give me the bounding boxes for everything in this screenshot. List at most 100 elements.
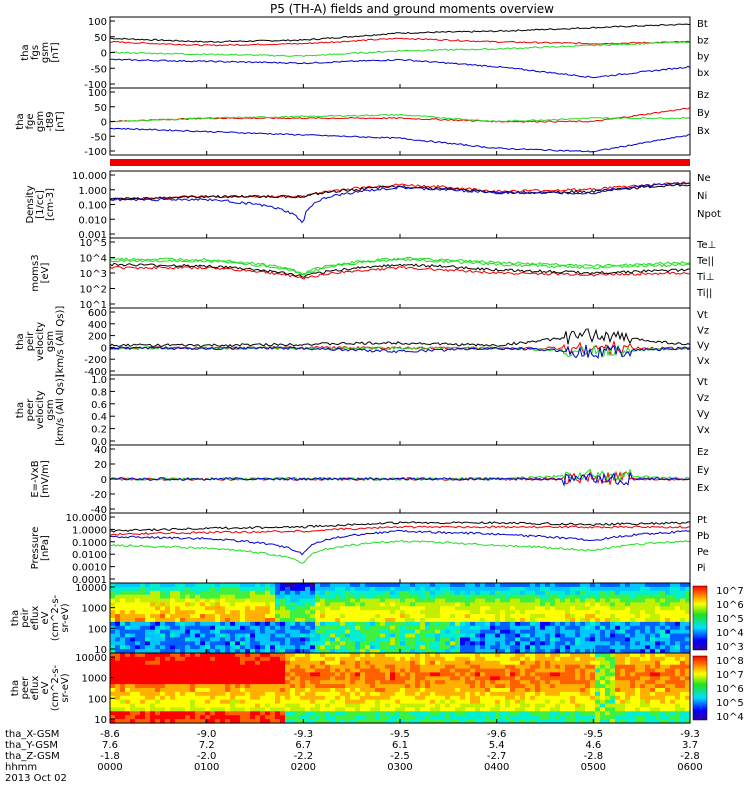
heatmap-cell xyxy=(660,586,666,592)
heatmap-cell xyxy=(480,625,486,631)
heatmap-cell xyxy=(475,618,481,623)
heatmap-cell xyxy=(460,594,466,600)
heatmap-cell xyxy=(410,695,416,701)
heatmap-cell xyxy=(670,625,676,631)
heatmap-cell xyxy=(260,711,266,716)
y-axis-label: [nPa] xyxy=(40,535,51,561)
heatmap-cell xyxy=(390,684,396,689)
heatmap-cell xyxy=(495,676,501,681)
heatmap-cell xyxy=(170,699,176,705)
heatmap-cell xyxy=(150,606,156,611)
heatmap-cell xyxy=(165,641,171,646)
heatmap-cell xyxy=(240,660,246,666)
heatmap-cell xyxy=(400,719,406,724)
heatmap-cell xyxy=(460,621,466,627)
heatmap-cell xyxy=(485,645,491,650)
panel-frame xyxy=(109,374,691,446)
heatmap-cell xyxy=(555,641,561,646)
heatmap-cell xyxy=(290,645,296,650)
heatmap-cell xyxy=(245,688,251,693)
heatmap-cell xyxy=(130,621,136,627)
heatmap-cell xyxy=(550,586,556,592)
heatmap-cell xyxy=(575,707,581,712)
heatmap-cell xyxy=(525,629,531,635)
heatmap-cell xyxy=(275,688,281,693)
heatmap-cell xyxy=(400,660,406,666)
heatmap-cell xyxy=(170,680,176,685)
heatmap-cell xyxy=(465,660,471,666)
heatmap-cell xyxy=(620,653,626,658)
heatmap-cell xyxy=(460,614,466,619)
heatmap-cell xyxy=(125,586,131,592)
heatmap-cell xyxy=(640,602,646,607)
heatmap-cell xyxy=(215,618,221,623)
heatmap-cell xyxy=(215,703,221,709)
heatmap-cell xyxy=(465,672,471,677)
legend-Vz: Vz xyxy=(697,325,709,336)
heatmap-cell xyxy=(560,594,566,600)
footer-value: -9.5 xyxy=(584,729,604,740)
heatmap-cell xyxy=(265,586,271,592)
heatmap-cell xyxy=(350,641,356,646)
heatmap-cell xyxy=(395,680,401,685)
heatmap-cell xyxy=(180,586,186,592)
heatmap-cell xyxy=(415,633,421,639)
heatmap-cell xyxy=(155,625,161,631)
heatmap-cell xyxy=(150,653,156,658)
heatmap-cell xyxy=(120,719,126,724)
heatmap-cell xyxy=(360,602,366,607)
heatmap-cell xyxy=(475,641,481,646)
series-bz xyxy=(109,37,691,47)
heatmap-cell xyxy=(260,664,266,670)
heatmap-cell xyxy=(535,618,541,623)
heatmap-cell xyxy=(450,641,456,646)
heatmap-cell xyxy=(630,606,636,611)
heatmap-cell xyxy=(450,637,456,642)
heatmap-cell xyxy=(135,653,141,658)
heatmap-cell xyxy=(650,633,656,639)
heatmap-cell xyxy=(270,625,276,631)
heatmap-cell xyxy=(525,598,531,604)
heatmap-cell xyxy=(375,703,381,709)
heatmap-cell xyxy=(155,668,161,674)
heatmap-cell xyxy=(355,684,361,689)
heatmap-cell xyxy=(525,672,531,677)
heatmap-cell xyxy=(635,707,641,712)
heatmap-cell xyxy=(445,590,451,596)
heatmap-cell xyxy=(685,711,691,716)
heatmap-cell xyxy=(230,633,236,639)
heatmap-cell xyxy=(675,618,681,623)
heatmap-cell xyxy=(635,645,641,650)
heatmap-cell xyxy=(680,633,686,639)
heatmap-cell xyxy=(160,715,166,720)
y-tick-label: -40 xyxy=(91,505,107,516)
heatmap-cell xyxy=(500,711,506,716)
heatmap-cell xyxy=(230,653,236,658)
heatmap-cell xyxy=(205,695,211,701)
heatmap-cell xyxy=(335,695,341,701)
heatmap-cell xyxy=(610,703,616,709)
heatmap-cell xyxy=(650,583,656,588)
heatmap-cell xyxy=(165,695,171,701)
heatmap-cell xyxy=(295,699,301,705)
heatmap-cell xyxy=(680,590,686,596)
heatmap-cell xyxy=(645,656,651,662)
heatmap-cell xyxy=(335,629,341,635)
heatmap-cell xyxy=(360,660,366,666)
heatmap-cell xyxy=(380,664,386,670)
heatmap-cell xyxy=(545,672,551,677)
heatmap-cell xyxy=(470,649,476,654)
heatmap-cell xyxy=(545,680,551,685)
heatmap-cell xyxy=(175,653,181,658)
heatmap-cell xyxy=(605,598,611,604)
heatmap-cell xyxy=(215,719,221,724)
heatmap-cell xyxy=(145,703,151,709)
heatmap-cell xyxy=(540,653,546,658)
heatmap-cell xyxy=(330,618,336,623)
heatmap-cell xyxy=(440,586,446,592)
heatmap-cell xyxy=(590,618,596,623)
heatmap-cell xyxy=(115,656,121,662)
heatmap-cell xyxy=(525,668,531,674)
heatmap-cell xyxy=(665,668,671,674)
